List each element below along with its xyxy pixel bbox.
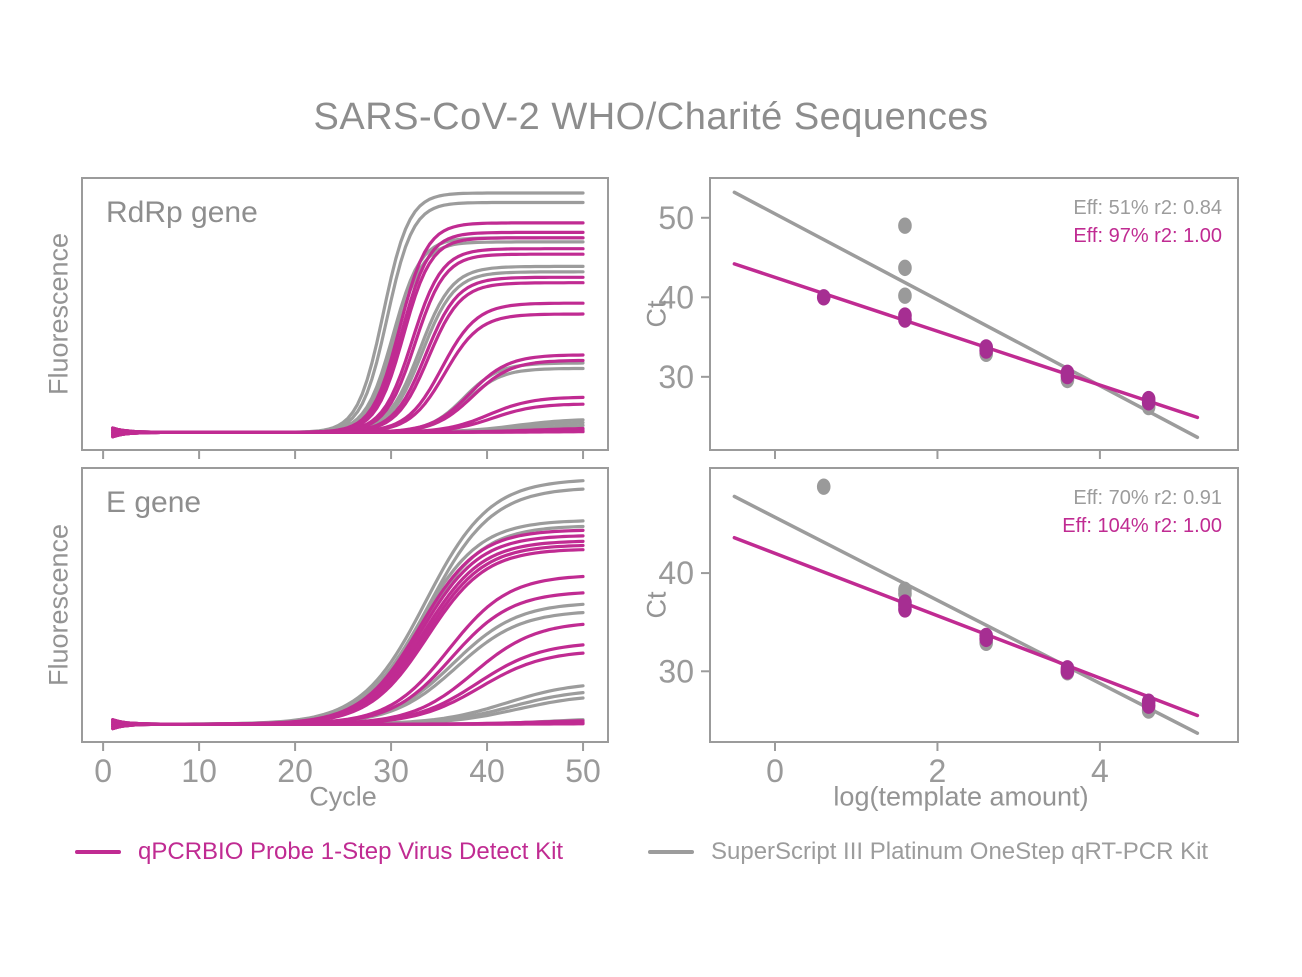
legend-line-swatch-magenta [75, 850, 121, 854]
data-point-magenta [979, 627, 993, 645]
data-point-magenta [1141, 693, 1156, 710]
x-tick-label: 0 [94, 753, 112, 789]
panel-border [709, 177, 1239, 451]
efficiency-annotation-rdrp: Eff: 51% r2: 0.84 Eff: 97% r2: 1.00 [1073, 194, 1222, 250]
legend-item-qpcrbio: qPCRBIO Probe 1-Step Virus Detect Kit [75, 838, 563, 866]
data-point-gray [898, 217, 912, 234]
y-axis-label-ct-top: Ct [641, 300, 672, 328]
x-tick-label: 30 [373, 753, 409, 789]
panel-border [81, 467, 609, 743]
x-tick-label: 50 [565, 753, 601, 789]
data-point-magenta [816, 289, 831, 306]
x-axis-label-log-template: log(template amount) [833, 781, 1089, 812]
efficiency-annotation-rdrp-magenta: Eff: 97% r2: 1.00 [1073, 225, 1222, 247]
y-tick-label: 40 [658, 555, 694, 591]
amplification-curve-SuperScript [111, 519, 585, 726]
amplification-curve-qPCRBIO [111, 534, 585, 726]
legend-label-qpcrbio: qPCRBIO Probe 1-Step Virus Detect Kit [138, 838, 564, 865]
panel-border [81, 177, 609, 451]
legend-line-swatch-gray [648, 850, 694, 854]
data-point-gray [816, 478, 831, 495]
x-tick-label: 4 [1091, 753, 1109, 789]
amplification-curve-qPCRBIO [111, 539, 585, 726]
data-point-gray [898, 581, 912, 598]
figure-title: SARS-CoV-2 WHO/Charité Sequences [313, 96, 989, 138]
amplification-curve-qPCRBIO [111, 528, 585, 731]
y-tick-label: 40 [658, 279, 694, 315]
x-tick-label: 10 [181, 753, 217, 789]
regression-line-qPCRBIO [732, 262, 1200, 420]
panel-label-rdrp-gene: RdRp gene [106, 196, 258, 229]
regression-line-qPCRBIO [732, 535, 1200, 718]
data-point-gray [898, 259, 912, 277]
data-point-magenta [1060, 660, 1075, 677]
amplification-curve-qPCRBIO [111, 722, 585, 728]
y-tick-label: 50 [658, 200, 694, 236]
panel-border [709, 467, 1239, 743]
regression-line-SuperScript [732, 190, 1200, 440]
panel-label-e-gene: E gene [106, 486, 202, 519]
data-point-magenta [898, 307, 912, 324]
y-axis-label-fluorescence-top: Fluorescence [43, 232, 74, 396]
x-axis-label-cycle: Cycle [309, 781, 377, 812]
legend-item-superscript: SuperScript III Platinum OneStep qRT-PCR… [648, 838, 1208, 866]
y-tick-label: 30 [658, 653, 694, 689]
data-point-magenta [979, 339, 993, 356]
x-tick-label: 40 [469, 753, 505, 789]
efficiency-annotation-rdrp-gray: Eff: 51% r2: 0.84 [1073, 197, 1222, 219]
data-point-magenta [1060, 364, 1075, 382]
regression-line-SuperScript [732, 494, 1200, 735]
data-point-magenta [898, 594, 912, 611]
amplification-curve-qPCRBIO [111, 430, 585, 434]
data-point-gray [898, 287, 912, 304]
data-point-magenta [1141, 390, 1156, 408]
efficiency-annotation-e: Eff: 70% r2: 0.91 Eff: 104% r2: 1.00 [1062, 484, 1222, 540]
x-tick-label: 0 [766, 753, 784, 789]
amplification-curve-qPCRBIO [111, 543, 585, 728]
y-axis-label-ct-bottom: Ct [641, 591, 672, 619]
amplification-curve-qPCRBIO [111, 548, 585, 726]
amplification-curve-qPCRBIO [111, 230, 585, 434]
legend-label-superscript: SuperScript III Platinum OneStep qRT-PCR… [711, 838, 1209, 865]
efficiency-annotation-e-gray: Eff: 70% r2: 0.91 [1073, 487, 1222, 509]
y-tick-label: 30 [658, 359, 694, 395]
x-tick-label: 2 [929, 753, 947, 789]
x-tick-label: 20 [277, 753, 313, 789]
y-axis-label-fluorescence-bottom: Fluorescence [43, 523, 74, 687]
efficiency-annotation-e-magenta: Eff: 104% r2: 1.00 [1062, 515, 1222, 537]
